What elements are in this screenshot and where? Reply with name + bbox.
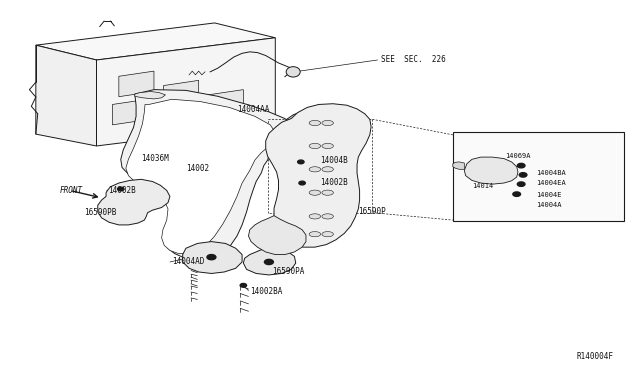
Ellipse shape xyxy=(309,232,321,237)
Polygon shape xyxy=(36,45,97,146)
Text: 14004AD: 14004AD xyxy=(172,257,204,266)
Circle shape xyxy=(118,187,124,191)
Text: 14036M: 14036M xyxy=(141,154,169,163)
Polygon shape xyxy=(36,23,275,60)
Polygon shape xyxy=(287,110,358,135)
Circle shape xyxy=(298,160,304,164)
Text: 16590PB: 16590PB xyxy=(84,208,116,217)
Circle shape xyxy=(207,254,216,260)
Text: 14069A: 14069A xyxy=(505,153,531,159)
Text: 14014: 14014 xyxy=(472,183,493,189)
Ellipse shape xyxy=(309,121,321,126)
Text: 16590P: 16590P xyxy=(358,208,386,217)
Circle shape xyxy=(264,259,273,264)
Circle shape xyxy=(299,181,305,185)
Ellipse shape xyxy=(309,143,321,148)
Polygon shape xyxy=(248,216,306,254)
Polygon shape xyxy=(97,38,275,146)
Polygon shape xyxy=(465,157,518,184)
Polygon shape xyxy=(182,241,242,273)
Ellipse shape xyxy=(322,190,333,195)
Polygon shape xyxy=(453,162,465,169)
Circle shape xyxy=(513,192,520,196)
Polygon shape xyxy=(243,248,296,275)
Polygon shape xyxy=(266,104,371,247)
Ellipse shape xyxy=(322,121,333,126)
Text: 14004A: 14004A xyxy=(536,202,561,208)
Polygon shape xyxy=(202,118,237,143)
Polygon shape xyxy=(98,179,170,225)
Polygon shape xyxy=(113,99,148,125)
Text: SEE  SEC.  226: SEE SEC. 226 xyxy=(381,55,445,64)
Polygon shape xyxy=(157,109,192,134)
Polygon shape xyxy=(121,90,296,259)
Text: 14002: 14002 xyxy=(186,164,209,173)
Ellipse shape xyxy=(309,214,321,219)
Text: 16590PA: 16590PA xyxy=(272,267,305,276)
Text: FRONT: FRONT xyxy=(60,186,83,195)
Bar xyxy=(453,132,624,221)
Circle shape xyxy=(519,173,527,177)
Text: 14002B: 14002B xyxy=(108,186,136,195)
Ellipse shape xyxy=(309,190,321,195)
Polygon shape xyxy=(164,80,198,106)
Polygon shape xyxy=(126,99,276,253)
Ellipse shape xyxy=(322,167,333,172)
Polygon shape xyxy=(135,92,166,99)
Text: 14002BA: 14002BA xyxy=(250,287,282,296)
Circle shape xyxy=(517,163,525,168)
Polygon shape xyxy=(119,71,154,97)
Polygon shape xyxy=(208,90,243,115)
Text: 14004E: 14004E xyxy=(536,192,561,198)
Text: 14004B: 14004B xyxy=(320,155,348,164)
Ellipse shape xyxy=(322,143,333,148)
Ellipse shape xyxy=(309,167,321,172)
Text: 14002B: 14002B xyxy=(320,178,348,187)
Text: R140004F: R140004F xyxy=(577,352,614,361)
Text: 14004AA: 14004AA xyxy=(237,105,269,114)
Circle shape xyxy=(240,283,246,287)
Ellipse shape xyxy=(322,232,333,237)
Text: 14004BA: 14004BA xyxy=(536,170,566,176)
Ellipse shape xyxy=(322,214,333,219)
Text: 14004EA: 14004EA xyxy=(536,180,566,186)
Circle shape xyxy=(517,182,525,186)
Ellipse shape xyxy=(286,67,300,77)
